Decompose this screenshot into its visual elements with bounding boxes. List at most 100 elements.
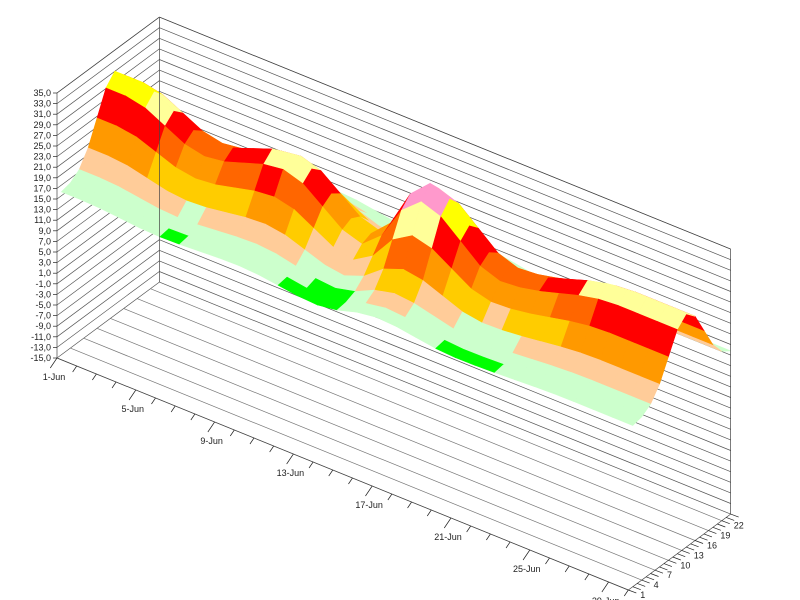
side-wall-gridline <box>56 239 160 316</box>
z-tick-label: 33,0 <box>33 99 51 109</box>
date-tick <box>111 381 117 389</box>
floor-gridline <box>110 318 682 551</box>
hour-tick <box>699 536 708 541</box>
back-wall-gridline <box>159 260 731 494</box>
date-tick <box>49 357 58 369</box>
date-tick <box>545 557 550 565</box>
hour-tick <box>628 589 637 594</box>
z-tick-label: 7,0 <box>38 236 51 246</box>
side-wall-gridline <box>56 260 160 338</box>
side-wall-gridline <box>56 250 160 327</box>
z-tick-label: -3,0 <box>35 289 51 299</box>
hour-tick <box>686 546 695 551</box>
hour-tick-label: 22 <box>734 521 744 531</box>
hour-tick <box>703 533 713 538</box>
hour-tick-label: 4 <box>654 580 659 590</box>
date-tick <box>170 405 176 413</box>
z-tick-label: 5,0 <box>38 247 51 257</box>
z-tick-label: -15,0 <box>30 353 51 363</box>
back-wall-gridline <box>159 27 731 261</box>
hour-tick <box>654 569 664 574</box>
date-tick <box>584 573 590 581</box>
hour-tick-label: 7 <box>667 570 672 580</box>
hour-tick <box>690 543 699 548</box>
floor-gridline <box>150 288 722 522</box>
z-tick-label: -1,0 <box>35 279 51 289</box>
side-wall-gridline <box>56 218 160 295</box>
z-tick-label: 13,0 <box>33 205 51 215</box>
hour-tick <box>645 576 655 581</box>
surface-cell <box>612 408 643 426</box>
hour-tick <box>668 559 677 564</box>
z-tick-label: 27,0 <box>33 130 51 140</box>
date-tick <box>564 565 570 573</box>
hour-tick <box>694 540 704 544</box>
floor-gridline <box>123 308 696 541</box>
hour-tick <box>708 530 717 534</box>
side-wall-gridline <box>56 271 160 348</box>
date-tick <box>365 485 373 497</box>
date-tick <box>426 509 432 517</box>
hour-tick <box>632 586 641 591</box>
z-tick-label: 19,0 <box>33 173 51 183</box>
z-tick-label: 31,0 <box>33 109 51 119</box>
hour-axis-line <box>628 513 731 591</box>
date-tick-label: 21-Jun <box>434 532 462 542</box>
back-wall-gridline <box>159 69 731 303</box>
hour-tick <box>637 583 646 587</box>
date-tick <box>308 461 314 469</box>
z-tick-label: 29,0 <box>33 120 51 130</box>
back-wall-gridline <box>159 239 731 473</box>
z-tick-label: -9,0 <box>35 321 51 331</box>
date-tick-label: 5-Jun <box>122 404 145 414</box>
side-wall-gridline <box>56 281 160 359</box>
z-tick-label: 23,0 <box>33 152 51 162</box>
z-tick-label: 11,0 <box>34 215 51 225</box>
back-wall-gridline <box>159 59 731 292</box>
hour-tick <box>650 573 659 577</box>
hour-tick <box>712 526 721 531</box>
z-tick-label: -5,0 <box>35 300 51 310</box>
date-tick-label: 25-Jun <box>513 564 541 574</box>
hour-tick-label: 13 <box>694 550 704 560</box>
hour-tick <box>730 513 739 518</box>
z-tick-label: -7,0 <box>35 311 51 321</box>
hour-tick <box>659 566 668 571</box>
hour-tick <box>717 523 726 528</box>
z-tick-label: 17,0 <box>33 183 51 193</box>
back-wall-gridline <box>159 249 731 483</box>
z-tick-label: 1,0 <box>38 268 51 278</box>
date-tick-label: 17-Jun <box>355 500 383 510</box>
date-tick <box>505 541 511 549</box>
side-wall-gridline <box>56 38 160 115</box>
chart-tick-labels: 35,033,031,029,027,025,023,021,019,017,0… <box>30 88 743 600</box>
side-wall-gridline <box>56 228 160 306</box>
date-tick-label: 1-Jun <box>43 372 66 382</box>
date-tick-label: 9-Jun <box>200 436 223 446</box>
date-tick <box>348 477 353 485</box>
date-tick <box>151 397 156 405</box>
surface-plot <box>60 70 731 426</box>
z-tick-label: -11,0 <box>31 332 51 342</box>
hour-tick <box>721 520 730 525</box>
date-tick <box>601 581 609 593</box>
date-tick-label: 13-Jun <box>277 468 305 478</box>
hour-tick-label: 19 <box>720 531 730 541</box>
date-tick <box>269 445 274 453</box>
hour-tick-label: 1 <box>640 590 645 600</box>
date-tick <box>249 437 255 445</box>
date-tick <box>128 389 137 401</box>
hour-tick-label: 16 <box>707 541 717 551</box>
floor-gridline <box>96 327 669 561</box>
date-tick <box>387 493 393 501</box>
z-tick-label: 15,0 <box>33 194 51 204</box>
floor-gridline <box>136 298 709 531</box>
date-tick <box>286 453 294 465</box>
hour-tick <box>672 556 681 561</box>
back-wall-gridline <box>159 48 731 282</box>
date-tick <box>486 533 491 541</box>
hour-tick <box>677 553 686 558</box>
floor-gridline <box>83 337 656 571</box>
side-wall-gridline <box>56 27 160 104</box>
z-tick-label: -13,0 <box>30 342 51 352</box>
